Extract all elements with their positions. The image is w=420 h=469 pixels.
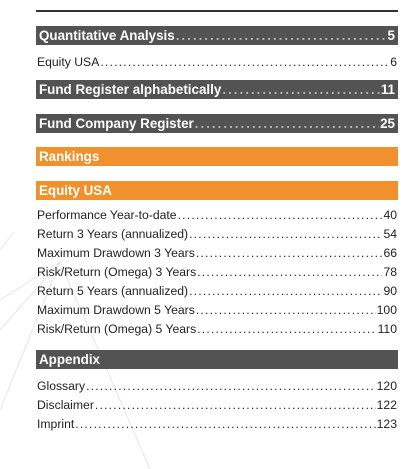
dot-leader (197, 265, 382, 279)
toc-entry-equity-usa[interactable]: Equity USA 6 (36, 52, 398, 71)
toc-page-number: 40 (383, 208, 397, 222)
toc-entry-label: Return 3 Years (annualized) (37, 227, 189, 241)
toc-entry-label: Maximum Drawdown 3 Years (37, 246, 195, 260)
toc-page-number: 110 (377, 322, 397, 336)
dot-leader (95, 398, 376, 412)
dot-leader (189, 227, 382, 241)
dot-leader (197, 322, 376, 336)
toc-heading-label: Appendix (39, 352, 101, 367)
toc-entry-label: Glossary (37, 379, 86, 393)
dot-leader (222, 82, 380, 97)
dot-leader (176, 28, 387, 43)
toc-heading-fund-company-register[interactable]: Fund Company Register 25 (36, 114, 398, 133)
toc-heading-appendix[interactable]: Appendix (36, 350, 398, 369)
toc-heading-label: Fund Company Register (39, 116, 194, 131)
toc-entry-label: Imprint (37, 417, 75, 431)
toc-heading-label: Fund Register alphabetically (39, 82, 222, 97)
toc-entry-glossary[interactable]: Glossary 120 (36, 376, 398, 395)
toc-page-number: 90 (383, 284, 397, 298)
toc-entry-label: Return 5 Years (annualized) (37, 284, 189, 298)
toc-entry-label: Maximum Drawdown 5 Years (37, 303, 195, 317)
toc-page-number: 66 (383, 246, 397, 260)
toc-heading-equity-usa[interactable]: Equity USA (36, 181, 398, 200)
toc-heading-label: Equity USA (39, 183, 112, 198)
toc-entry-label: Disclaimer (37, 398, 94, 412)
dot-leader (189, 284, 382, 298)
toc-entry-max-drawdown-5y[interactable]: Maximum Drawdown 5 Years 100 (36, 300, 398, 319)
toc-heading-fund-register[interactable]: Fund Register alphabetically 11 (36, 80, 398, 99)
dot-leader (196, 246, 383, 260)
toc-page-number: 25 (380, 116, 395, 131)
dot-leader (75, 417, 375, 431)
toc-page-number: 123 (376, 417, 397, 431)
toc-entry-label: Performance Year-to-date (37, 208, 177, 222)
dot-leader (196, 303, 376, 317)
top-rule (36, 10, 398, 12)
toc-entry-label: Equity USA (37, 55, 100, 69)
dot-leader (195, 116, 379, 131)
toc-entry-label: Risk/Return (Omega) 5 Years (37, 322, 197, 336)
toc-page-number: 120 (376, 379, 397, 393)
toc-page-number: 11 (380, 82, 395, 97)
toc-entry-return-5y[interactable]: Return 5 Years (annualized) 90 (36, 281, 398, 300)
toc-page-number: 6 (390, 55, 397, 69)
toc-heading-quantitative-analysis[interactable]: Quantitative Analysis 5 (36, 26, 398, 45)
toc-page-number: 5 (387, 28, 395, 43)
toc-heading-label: Quantitative Analysis (39, 28, 175, 43)
toc-entry-return-3y[interactable]: Return 3 Years (annualized) 54 (36, 224, 398, 243)
toc-heading-label: Rankings (39, 149, 100, 164)
toc-page-number: 54 (383, 227, 397, 241)
toc-page-number: 122 (376, 398, 397, 412)
toc-entry-omega-3y[interactable]: Risk/Return (Omega) 3 Years 78 (36, 262, 398, 281)
dot-leader (100, 55, 389, 69)
toc-entry-performance-ytd[interactable]: Performance Year-to-date 40 (36, 205, 398, 224)
toc-entry-omega-5y[interactable]: Risk/Return (Omega) 5 Years 110 (36, 319, 398, 338)
toc-entry-disclaimer[interactable]: Disclaimer 122 (36, 395, 398, 414)
toc-page-number: 100 (376, 303, 397, 317)
toc-heading-rankings[interactable]: Rankings (36, 147, 398, 166)
dot-leader (178, 208, 383, 222)
toc-entry-max-drawdown-3y[interactable]: Maximum Drawdown 3 Years 66 (36, 243, 398, 262)
toc-entry-label: Risk/Return (Omega) 3 Years (37, 265, 197, 279)
dot-leader (86, 379, 376, 393)
toc-entry-imprint[interactable]: Imprint 123 (36, 414, 398, 433)
toc-page-number: 78 (383, 265, 397, 279)
